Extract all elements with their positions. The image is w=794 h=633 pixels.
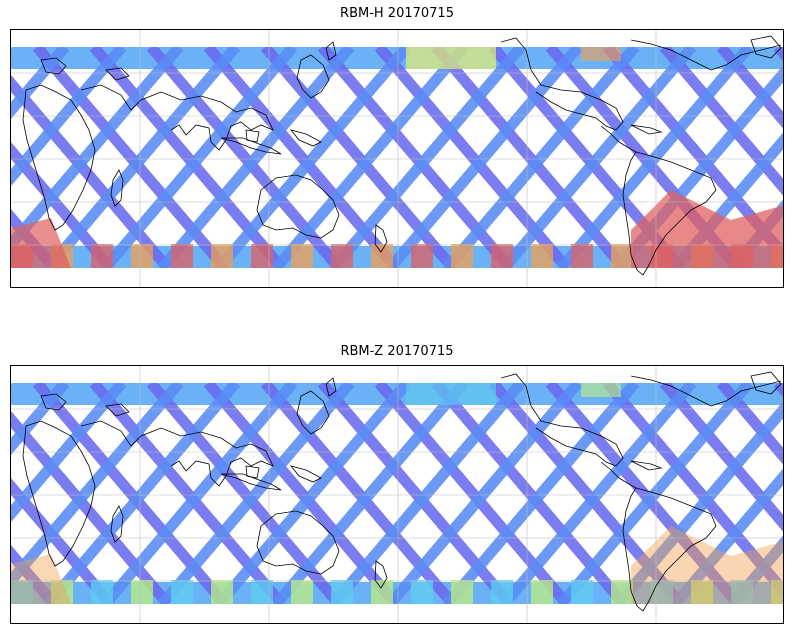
map-rbm-z (10, 365, 784, 624)
panel-title-rbm-z: RBM-Z 20170715 (340, 344, 454, 359)
orbit-track-map-rbm-z (11, 366, 783, 623)
map-rbm-h (10, 29, 784, 288)
panel-title-rbm-h: RBM-H 20170715 (340, 6, 454, 21)
orbit-track-map-rbm-h (11, 30, 783, 287)
